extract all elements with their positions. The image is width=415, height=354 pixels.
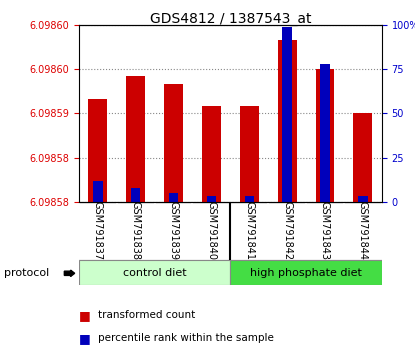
Text: transformed count: transformed count — [98, 310, 195, 320]
Bar — [79, 260, 230, 285]
Bar — [169, 193, 178, 202]
Bar — [164, 84, 183, 202]
Text: GSM791837: GSM791837 — [93, 201, 103, 261]
Bar — [354, 113, 372, 202]
Bar — [131, 188, 140, 202]
Bar — [282, 27, 292, 202]
Bar — [207, 196, 216, 202]
Text: GSM791840: GSM791840 — [206, 201, 216, 261]
Text: percentile rank within the sample: percentile rank within the sample — [98, 333, 273, 343]
Bar — [315, 69, 334, 202]
Text: protocol: protocol — [4, 268, 49, 278]
Text: GSM791842: GSM791842 — [282, 201, 292, 261]
Bar — [240, 106, 259, 202]
Text: control diet: control diet — [123, 268, 186, 278]
Bar — [278, 40, 297, 202]
Bar — [202, 106, 221, 202]
Text: high phosphate diet: high phosphate diet — [250, 268, 362, 278]
Bar — [88, 98, 107, 202]
Text: ■: ■ — [79, 332, 90, 344]
Text: GSM791838: GSM791838 — [131, 201, 141, 261]
Bar — [358, 196, 368, 202]
Text: GSM791839: GSM791839 — [168, 201, 178, 261]
Bar — [244, 196, 254, 202]
Text: ■: ■ — [79, 309, 90, 321]
Bar — [320, 64, 330, 202]
Bar — [230, 260, 382, 285]
Bar — [93, 181, 103, 202]
Bar — [126, 76, 145, 202]
Text: GSM791843: GSM791843 — [320, 201, 330, 261]
Text: GSM791841: GSM791841 — [244, 201, 254, 261]
Text: GDS4812 / 1387543_at: GDS4812 / 1387543_at — [149, 12, 311, 27]
Text: GSM791844: GSM791844 — [358, 201, 368, 261]
